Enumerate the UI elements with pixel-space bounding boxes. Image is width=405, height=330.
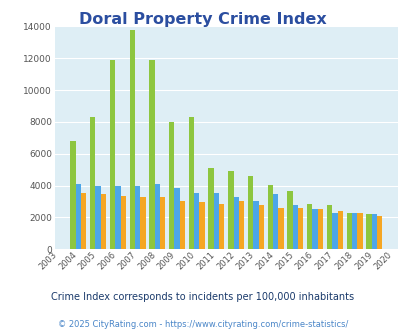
Bar bbox=[331, 213, 337, 249]
Bar bbox=[287, 191, 292, 249]
Bar bbox=[110, 60, 115, 249]
Bar bbox=[160, 197, 165, 249]
Bar bbox=[213, 193, 219, 249]
Bar bbox=[90, 117, 95, 249]
Bar bbox=[326, 205, 331, 249]
Text: Crime Index corresponds to incidents per 100,000 inhabitants: Crime Index corresponds to incidents per… bbox=[51, 292, 354, 302]
Bar bbox=[228, 171, 233, 249]
Bar bbox=[140, 197, 145, 249]
Bar bbox=[238, 201, 243, 249]
Bar bbox=[312, 209, 317, 249]
Bar bbox=[306, 204, 312, 249]
Bar bbox=[337, 211, 342, 249]
Bar bbox=[253, 201, 258, 249]
Bar bbox=[115, 186, 120, 249]
Text: Doral Property Crime Index: Doral Property Crime Index bbox=[79, 12, 326, 26]
Bar bbox=[292, 205, 297, 249]
Bar bbox=[149, 60, 154, 249]
Bar bbox=[297, 208, 303, 249]
Bar bbox=[376, 216, 382, 249]
Bar bbox=[351, 214, 356, 249]
Bar bbox=[317, 209, 322, 249]
Bar bbox=[267, 185, 272, 249]
Bar bbox=[219, 204, 224, 249]
Bar bbox=[356, 213, 362, 249]
Bar bbox=[247, 176, 253, 249]
Bar bbox=[134, 185, 140, 249]
Bar bbox=[179, 201, 185, 249]
Bar bbox=[100, 194, 106, 249]
Bar bbox=[70, 141, 76, 249]
Bar bbox=[199, 202, 204, 249]
Bar bbox=[129, 30, 134, 249]
Bar bbox=[168, 122, 174, 249]
Bar bbox=[233, 197, 238, 249]
Text: © 2025 CityRating.com - https://www.cityrating.com/crime-statistics/: © 2025 CityRating.com - https://www.city… bbox=[58, 320, 347, 329]
Bar bbox=[95, 185, 100, 249]
Bar bbox=[154, 184, 160, 249]
Bar bbox=[208, 168, 213, 249]
Bar bbox=[258, 205, 263, 249]
Bar bbox=[346, 214, 351, 249]
Bar bbox=[365, 214, 371, 249]
Bar bbox=[120, 196, 126, 249]
Bar bbox=[278, 208, 283, 249]
Bar bbox=[371, 214, 376, 249]
Bar bbox=[81, 193, 86, 249]
Bar bbox=[272, 194, 278, 249]
Bar bbox=[76, 184, 81, 249]
Bar bbox=[194, 193, 199, 249]
Bar bbox=[174, 188, 179, 249]
Bar bbox=[188, 117, 194, 249]
